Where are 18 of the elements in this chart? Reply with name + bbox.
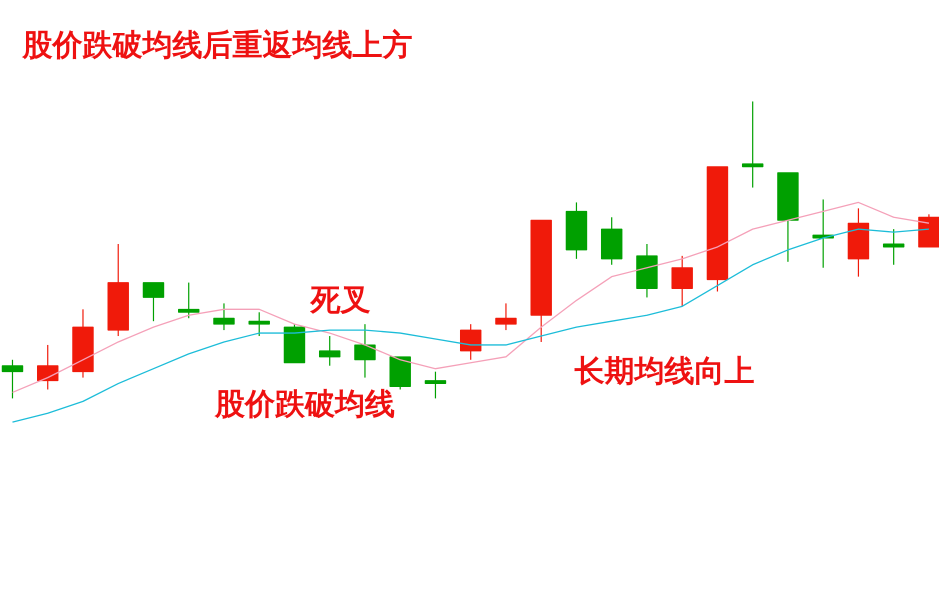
candlestick xyxy=(318,335,340,366)
candlestick xyxy=(671,255,693,307)
candlestick xyxy=(424,371,446,399)
annotation: 死叉 xyxy=(309,282,370,318)
chart-title: 股价跌破均线后重返均线上方 xyxy=(22,28,412,63)
candlestick xyxy=(460,324,482,360)
candlestick xyxy=(354,324,376,378)
candlestick xyxy=(495,302,517,331)
annotation: 长期均线向上 xyxy=(574,354,755,390)
candlestick xyxy=(178,282,200,319)
candlestick xyxy=(142,282,164,322)
candlestick xyxy=(2,359,24,399)
candlestick xyxy=(37,344,58,390)
candlestick xyxy=(213,302,235,331)
candlestick xyxy=(742,100,764,188)
candlestick xyxy=(882,228,904,266)
candlestick xyxy=(248,312,270,337)
annotation: 股价跌破均线 xyxy=(214,386,396,422)
